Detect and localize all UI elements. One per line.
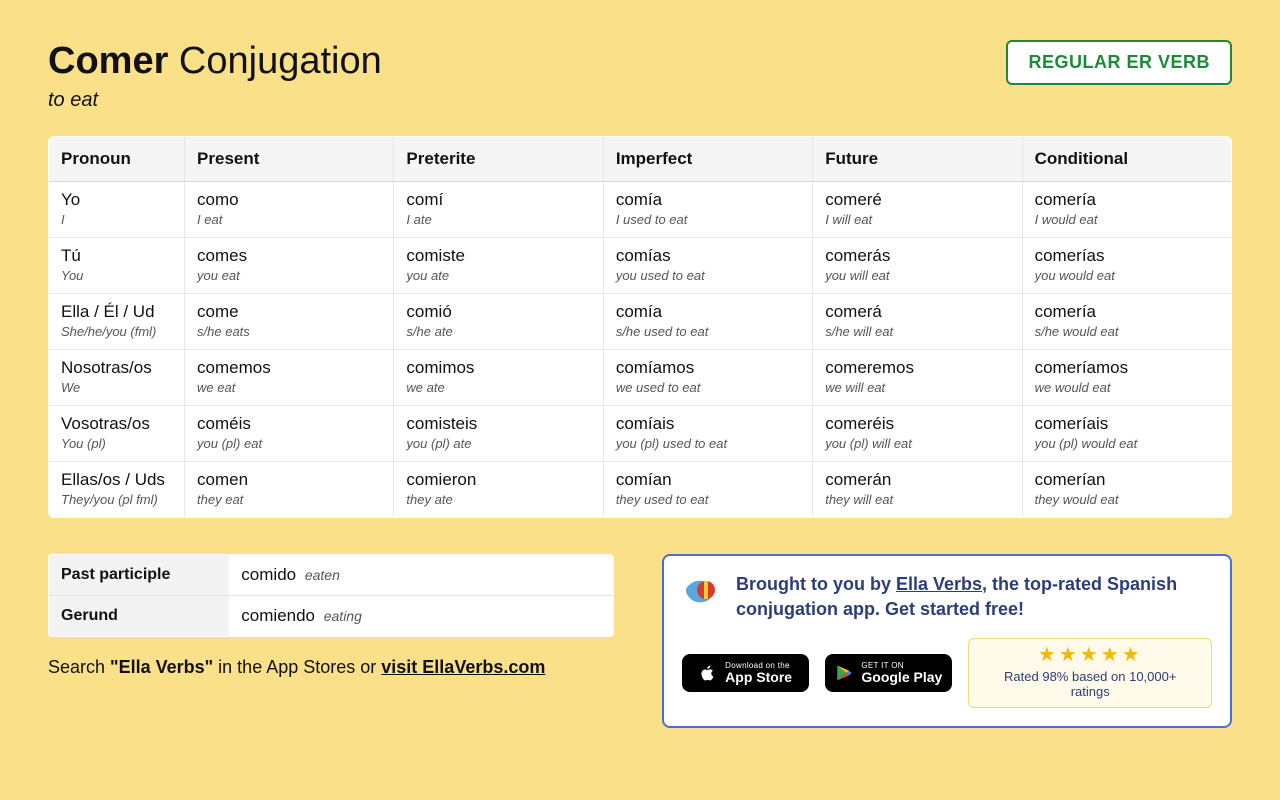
conjugation-cell: comes/he eats [185, 294, 394, 350]
pronoun-cell: Nosotras/osWe [49, 350, 185, 406]
playstore-big: Google Play [861, 670, 942, 685]
pronoun-cell: Ellas/os / UdsThey/you (pl fml) [49, 462, 185, 518]
form-label: Gerund [49, 596, 230, 637]
conjugation-cell: comesyou eat [185, 238, 394, 294]
conjugation-cell: comeríasyou would eat [1022, 238, 1231, 294]
conjugation-cell: comeríaisyou (pl) would eat [1022, 406, 1231, 462]
column-header: Present [185, 137, 394, 182]
pronoun-cell: TúYou [49, 238, 185, 294]
conjugation-cell: comíamoswe used to eat [603, 350, 812, 406]
table-row: TúYoucomesyou eatcomisteyou atecomíasyou… [49, 238, 1232, 294]
conjugation-cell: comeránthey will eat [813, 462, 1022, 518]
table-row: Vosotras/osYou (pl)coméisyou (pl) eatcom… [49, 406, 1232, 462]
conjugation-cell: comemoswe eat [185, 350, 394, 406]
conjugation-cell: comerías/he would eat [1022, 294, 1231, 350]
conjugation-cell: comisteyou ate [394, 238, 603, 294]
form-value: comido eaten [229, 555, 613, 596]
conjugation-cell: comieronthey ate [394, 462, 603, 518]
conjugation-cell: comeríaI would eat [1022, 182, 1231, 238]
conjugation-cell: coméisyou (pl) eat [185, 406, 394, 462]
page-title: Comer Conjugation [48, 40, 382, 83]
search-note: Search "Ella Verbs" in the App Stores or… [48, 657, 614, 678]
forms-table: Past participlecomido eatenGerundcomiend… [48, 554, 614, 637]
form-label: Past participle [49, 555, 230, 596]
app-icon [682, 572, 722, 612]
pronoun-cell: YoI [49, 182, 185, 238]
conjugation-cell: comeréisyou (pl) will eat [813, 406, 1022, 462]
verb-type-badge: REGULAR ER VERB [1006, 40, 1232, 85]
search-middle: in the App Stores or [213, 657, 381, 677]
conjugation-table: PronounPresentPreteriteImperfectFutureCo… [48, 136, 1232, 518]
conjugation-cell: comeríanthey would eat [1022, 462, 1231, 518]
app-store-button[interactable]: Download on the App Store [682, 654, 809, 692]
play-icon [835, 664, 853, 682]
conjugation-cell: comías/he used to eat [603, 294, 812, 350]
search-bold: "Ella Verbs" [110, 657, 213, 677]
conjugation-cell: comimoswe ate [394, 350, 603, 406]
appstore-big: App Store [725, 670, 792, 685]
pronoun-cell: Vosotras/osYou (pl) [49, 406, 185, 462]
table-row: YoIcomoI eatcomíI atecomíaI used to eatc… [49, 182, 1232, 238]
conjugation-cell: comeríamoswe would eat [1022, 350, 1231, 406]
conjugation-cell: comisteisyou (pl) ate [394, 406, 603, 462]
pronoun-cell: Ella / Él / UdShe/he/you (fml) [49, 294, 185, 350]
conjugation-cell: comeréI will eat [813, 182, 1022, 238]
conjugation-cell: comíI ate [394, 182, 603, 238]
column-header: Imperfect [603, 137, 812, 182]
search-link[interactable]: visit EllaVerbs.com [381, 657, 545, 677]
verb-meaning: to eat [48, 89, 382, 112]
table-row: Ellas/os / UdsThey/you (pl fml)comenthey… [49, 462, 1232, 518]
search-prefix: Search [48, 657, 110, 677]
form-row: Gerundcomiendo eating [49, 596, 614, 637]
conjugation-cell: comenthey eat [185, 462, 394, 518]
rating-text: Rated 98% based on 10,000+ ratings [983, 669, 1197, 699]
table-row: Nosotras/osWecomemoswe eatcomimoswe atec… [49, 350, 1232, 406]
conjugation-cell: comiós/he ate [394, 294, 603, 350]
conjugation-cell: comerásyou will eat [813, 238, 1022, 294]
conjugation-cell: comeremoswe will eat [813, 350, 1022, 406]
conjugation-cell: comoI eat [185, 182, 394, 238]
conjugation-cell: comíaisyou (pl) used to eat [603, 406, 812, 462]
conjugation-cell: comerás/he will eat [813, 294, 1022, 350]
conjugation-cell: comíasyou used to eat [603, 238, 812, 294]
form-value: comiendo eating [229, 596, 613, 637]
promo-text: Brought to you by Ella Verbs, the top-ra… [736, 572, 1212, 622]
column-header: Conditional [1022, 137, 1231, 182]
column-header: Pronoun [49, 137, 185, 182]
apple-icon [699, 664, 717, 682]
table-row: Ella / Él / UdShe/he/you (fml)comes/he e… [49, 294, 1232, 350]
promo-box: Brought to you by Ella Verbs, the top-ra… [662, 554, 1232, 728]
stars-icon: ★★★★★ [983, 645, 1197, 665]
title-suffix: Conjugation [168, 40, 381, 82]
conjugation-cell: comíaI used to eat [603, 182, 812, 238]
title-block: Comer Conjugation to eat [48, 40, 382, 112]
promo-link[interactable]: Ella Verbs [896, 574, 982, 594]
play-store-button[interactable]: GET IT ON Google Play [825, 654, 952, 692]
column-header: Future [813, 137, 1022, 182]
promo-prefix: Brought to you by [736, 574, 896, 594]
verb-name: Comer [48, 40, 168, 82]
rating-box: ★★★★★ Rated 98% based on 10,000+ ratings [968, 638, 1212, 708]
form-row: Past participlecomido eaten [49, 555, 614, 596]
column-header: Preterite [394, 137, 603, 182]
conjugation-cell: comíanthey used to eat [603, 462, 812, 518]
